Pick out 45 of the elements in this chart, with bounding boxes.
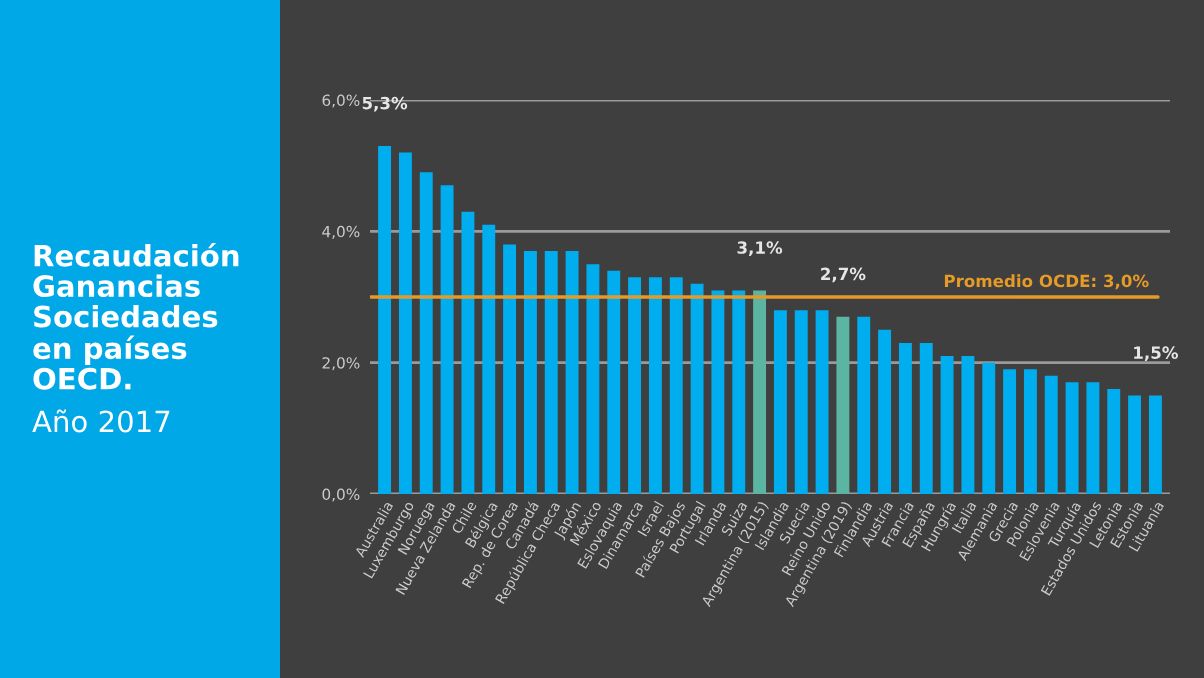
bar xyxy=(794,310,808,494)
bar xyxy=(669,277,683,494)
text: Recaudación Ganancias Sociedades en países OECD. xyxy=(33,242,239,390)
bar xyxy=(815,310,829,494)
bar xyxy=(878,329,892,494)
bar xyxy=(898,342,912,494)
bar xyxy=(378,145,392,494)
bar xyxy=(440,185,454,494)
bar xyxy=(1003,369,1017,494)
bar xyxy=(503,244,517,494)
bar xyxy=(648,277,662,494)
data-label: 3,1% xyxy=(737,241,783,256)
bar xyxy=(836,316,850,494)
bar xyxy=(1086,382,1100,494)
bar xyxy=(753,290,767,494)
bar xyxy=(544,251,558,494)
bar xyxy=(690,283,704,494)
bar xyxy=(1107,388,1121,494)
bar xyxy=(1148,395,1162,494)
bar xyxy=(732,290,746,494)
bar xyxy=(982,362,996,494)
bar xyxy=(482,224,496,494)
data-label: 5,3% xyxy=(362,96,408,112)
bar xyxy=(1128,395,1142,494)
bar xyxy=(607,270,621,494)
bar xyxy=(398,152,412,494)
bar xyxy=(1023,369,1037,494)
data-label: 1,5% xyxy=(1134,346,1178,362)
bar xyxy=(523,251,537,494)
bar xyxy=(1065,382,1079,494)
bar xyxy=(461,211,475,494)
bar xyxy=(961,356,975,494)
bar xyxy=(1044,375,1058,494)
bar xyxy=(711,290,725,494)
bar xyxy=(940,356,954,494)
text: Año 2017 xyxy=(32,409,170,433)
bar xyxy=(586,264,600,494)
bar xyxy=(419,172,433,494)
bar xyxy=(628,277,642,494)
bar xyxy=(857,316,871,494)
data-label: 2,7% xyxy=(821,267,866,283)
ref-line-label: Promedio OCDE: 3,0% xyxy=(944,274,1149,290)
bar xyxy=(919,342,933,494)
bar xyxy=(565,251,579,494)
bar xyxy=(773,310,787,494)
